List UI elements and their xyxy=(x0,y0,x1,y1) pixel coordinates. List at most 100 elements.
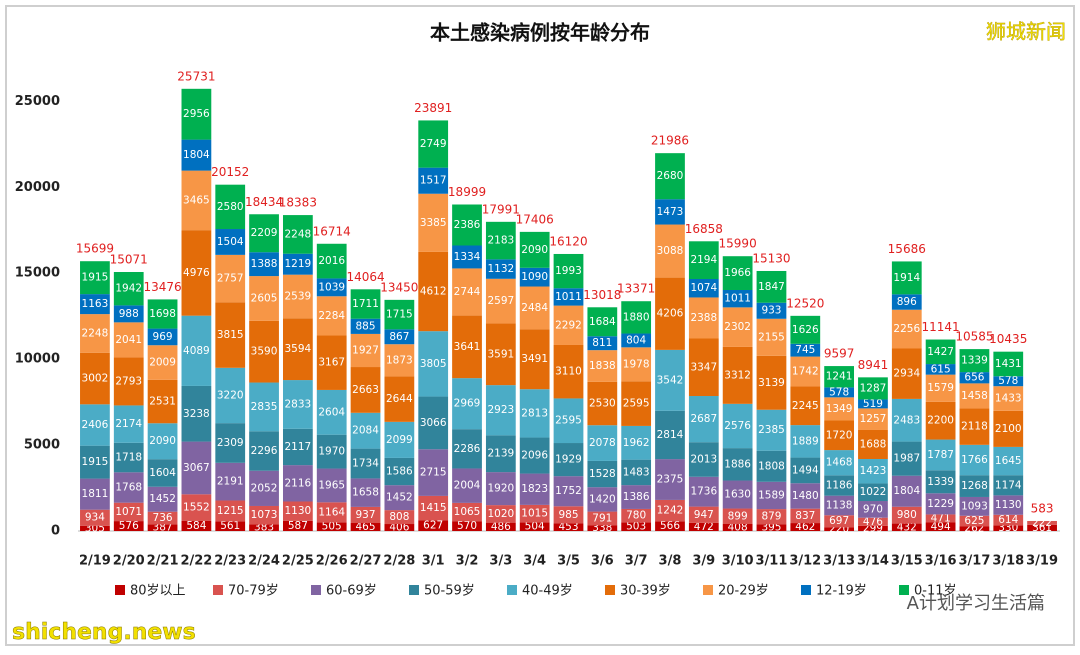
segment-label: 2248 xyxy=(82,327,109,339)
segment-label: 2835 xyxy=(251,401,278,413)
bar-segment xyxy=(756,318,787,356)
segment-label: 899 xyxy=(728,510,748,522)
bar-segment xyxy=(553,506,584,524)
bar-segment xyxy=(959,349,990,373)
segment-label: 486 xyxy=(491,521,511,533)
segment-label: 1433 xyxy=(995,393,1022,405)
bar-segment xyxy=(316,434,347,469)
segment-label: 1873 xyxy=(386,354,413,366)
bar-segment xyxy=(553,344,584,399)
total-label: 15071 xyxy=(110,253,148,267)
segment-label: 837 xyxy=(795,510,815,522)
bar-segment xyxy=(993,525,1024,531)
segment-label: 1715 xyxy=(386,309,413,321)
bar-segment xyxy=(282,465,313,502)
bar-segment xyxy=(756,355,787,410)
bar-segment xyxy=(350,523,381,531)
x-tick-label: 3/6 xyxy=(591,554,614,569)
segment-label: 2200 xyxy=(927,415,954,427)
x-tick-label: 3/2 xyxy=(456,554,479,569)
total-label: 15686 xyxy=(888,242,926,256)
bar-segment xyxy=(824,420,855,451)
segment-label: 1130 xyxy=(995,499,1022,511)
total-label: 17991 xyxy=(482,202,520,216)
segment-label: 2813 xyxy=(521,407,548,419)
total-label: 9597 xyxy=(824,347,855,361)
bar-segment xyxy=(384,376,415,422)
chart-title: 本土感染病例按年龄分布 xyxy=(430,21,650,45)
segment-label: 2118 xyxy=(961,421,988,433)
total-label: 25731 xyxy=(177,69,215,83)
legend-label: 70-79岁 xyxy=(228,584,279,599)
segment-label: 1808 xyxy=(758,460,785,472)
segment-label: 1645 xyxy=(995,455,1022,467)
x-tick-label: 2/27 xyxy=(350,554,382,569)
segment-label: 780 xyxy=(626,510,646,522)
segment-label: 2013 xyxy=(690,453,717,465)
bar-segment xyxy=(316,243,347,279)
segment-label: 970 xyxy=(863,503,883,515)
bar-segment xyxy=(655,410,685,460)
bar-segment xyxy=(722,448,753,481)
bar-segment xyxy=(925,364,956,375)
segment-label: 1752 xyxy=(555,485,582,497)
bar-segment xyxy=(756,270,787,303)
x-tick-label: 3/17 xyxy=(958,554,990,569)
bar-segment xyxy=(824,450,855,476)
segment-label: 985 xyxy=(558,509,578,521)
segment-label: 3002 xyxy=(82,373,109,385)
x-tick-label: 3/19 xyxy=(1026,554,1058,569)
segment-label: 561 xyxy=(220,520,240,532)
segment-label: 2139 xyxy=(487,448,514,460)
segment-label: 2084 xyxy=(352,425,379,437)
bar-segment xyxy=(113,272,144,306)
segment-label: 745 xyxy=(795,344,815,356)
bar-segment xyxy=(249,524,279,531)
legend-swatch xyxy=(311,585,321,595)
segment-label: 361 xyxy=(1032,522,1052,534)
segment-label: 2296 xyxy=(251,445,278,457)
footer-site: shicheng.news xyxy=(12,620,196,645)
segment-label: 1698 xyxy=(149,308,176,320)
segment-label: 2406 xyxy=(82,419,109,431)
segment-label: 2663 xyxy=(352,384,379,396)
segment-label: 2100 xyxy=(995,423,1022,435)
bar-segment xyxy=(824,475,855,496)
bar-segment xyxy=(587,350,618,382)
segment-label: 1494 xyxy=(792,464,819,476)
segment-label: 578 xyxy=(998,375,1018,387)
segment-label: 2793 xyxy=(115,375,142,387)
bar-segment xyxy=(147,524,178,531)
bar-segment xyxy=(858,525,888,531)
segment-label: 1993 xyxy=(555,265,582,277)
bar-segment xyxy=(418,520,449,531)
bar-segment xyxy=(790,483,821,509)
bar-segment xyxy=(891,398,922,442)
segment-label: 2687 xyxy=(690,413,717,425)
segment-label: 625 xyxy=(964,515,984,527)
segment-label: 2209 xyxy=(251,227,278,239)
segment-label: 2744 xyxy=(454,286,481,298)
bar-segment xyxy=(790,523,821,531)
bar-segment xyxy=(925,470,956,494)
bar-segment xyxy=(959,475,990,497)
segment-label: 3591 xyxy=(487,348,514,360)
total-label: 20152 xyxy=(211,165,249,179)
segment-label: 1093 xyxy=(961,500,988,512)
segment-label: 2284 xyxy=(318,310,345,322)
bar-segment xyxy=(519,504,550,523)
bar-segment xyxy=(959,444,990,476)
segment-label: 578 xyxy=(829,386,849,398)
bar-segment xyxy=(316,468,347,503)
segment-label: 2078 xyxy=(589,437,616,449)
bar-segment xyxy=(621,522,652,531)
segment-label: 1229 xyxy=(927,498,954,510)
segment-label: 697 xyxy=(829,515,849,527)
segment-label: 2388 xyxy=(690,312,717,324)
bar-segment xyxy=(113,521,144,531)
bar-segment xyxy=(655,153,685,200)
bar-segment xyxy=(553,443,584,477)
segment-label: 2484 xyxy=(521,302,548,314)
segment-label: 2483 xyxy=(893,414,920,426)
bar-segment xyxy=(519,522,550,531)
